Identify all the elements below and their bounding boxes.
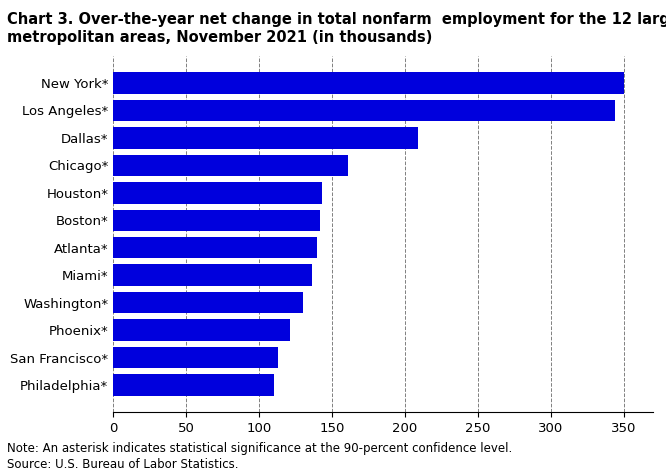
Bar — [113, 210, 320, 231]
Text: Note: An asterisk indicates statistical significance at the 90-percent confidenc: Note: An asterisk indicates statistical … — [7, 442, 512, 455]
Bar — [113, 264, 312, 286]
Bar — [113, 347, 278, 368]
Text: Chart 3. Over-the-year net change in total nonfarm  employment for the 12 larges: Chart 3. Over-the-year net change in tot… — [7, 12, 666, 27]
Bar — [113, 292, 303, 314]
Bar — [113, 374, 274, 395]
Bar — [113, 154, 348, 176]
Bar — [113, 100, 615, 121]
Text: metropolitan areas, November 2021 (in thousands): metropolitan areas, November 2021 (in th… — [7, 30, 432, 45]
Bar — [113, 127, 418, 149]
Bar — [113, 237, 317, 258]
Bar — [113, 73, 623, 94]
Text: Source: U.S. Bureau of Labor Statistics.: Source: U.S. Bureau of Labor Statistics. — [7, 458, 238, 468]
Bar — [113, 182, 322, 204]
Bar — [113, 319, 290, 341]
